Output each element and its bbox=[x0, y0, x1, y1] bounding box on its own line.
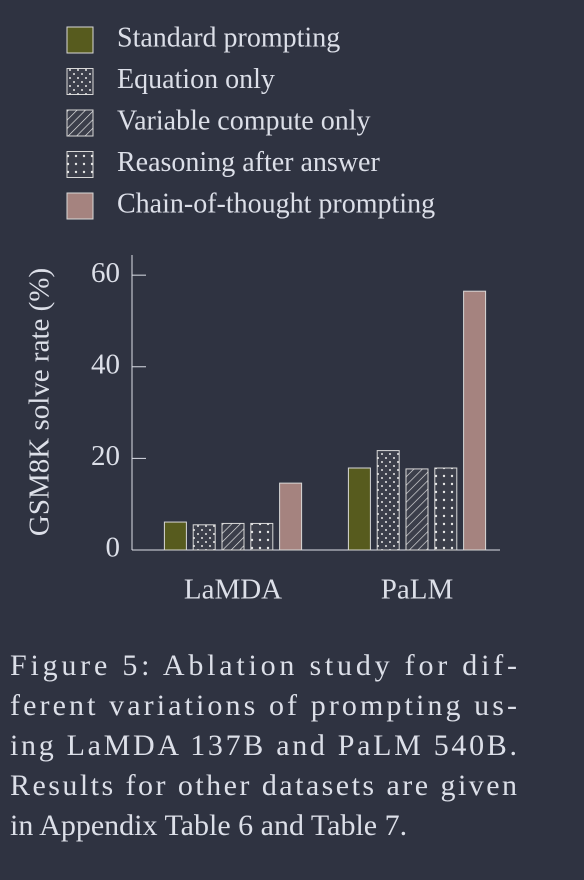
bar bbox=[347, 467, 371, 551]
legend-swatch-pattern bbox=[67, 68, 93, 95]
legend-label: Reasoning after answer bbox=[117, 147, 380, 178]
y-tick-label: 60 bbox=[91, 257, 120, 289]
legend-swatch bbox=[66, 192, 94, 220]
y-tick-label: 0 bbox=[106, 532, 121, 564]
legend-label: Equation only bbox=[117, 64, 275, 95]
y-tick-label: 20 bbox=[91, 440, 120, 472]
y-axis-label: GSM8K solve rate (%) bbox=[24, 268, 56, 536]
bar bbox=[163, 521, 187, 551]
x-tick-label: LaMDA bbox=[184, 574, 282, 606]
bar-pattern bbox=[250, 523, 273, 550]
x-tick-label: PaLM bbox=[381, 574, 454, 606]
legend-swatch-pattern bbox=[67, 110, 93, 136]
legend-label: Chain-of-thought prompting bbox=[117, 188, 435, 219]
legend-swatch-pattern bbox=[67, 151, 93, 178]
bar-pattern bbox=[377, 450, 400, 550]
caption-line: Results for other datasets are given bbox=[10, 769, 517, 802]
y-tick-label: 40 bbox=[91, 348, 120, 380]
bar-pattern bbox=[193, 524, 216, 550]
bar-pattern bbox=[222, 523, 244, 550]
caption-line: ferent variations of prompting us- bbox=[10, 689, 517, 722]
bar-pattern bbox=[434, 468, 457, 550]
legend-swatch bbox=[66, 26, 94, 54]
bar bbox=[463, 290, 487, 551]
caption-line: ing LaMDA 137B and PaLM 540B. bbox=[10, 729, 517, 762]
caption-line: Figure 5: Ablation study for dif- bbox=[10, 649, 517, 682]
legend-label: Variable compute only bbox=[117, 105, 370, 136]
bar-pattern bbox=[406, 468, 428, 550]
caption-line: in Appendix Table 6 and Table 7. bbox=[10, 809, 407, 842]
legend-label: Standard prompting bbox=[117, 22, 340, 53]
bar bbox=[279, 482, 303, 551]
